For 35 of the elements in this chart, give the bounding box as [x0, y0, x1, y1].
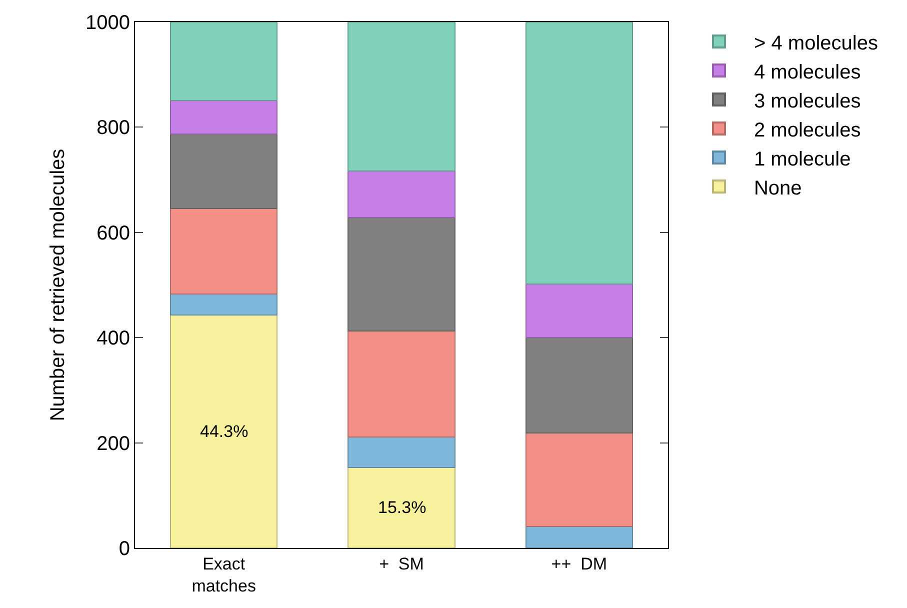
x-tick-label: ++ DM	[551, 554, 608, 574]
bar	[170, 293, 278, 316]
bar	[348, 170, 456, 218]
bar	[348, 330, 456, 438]
y-tick-label: 0	[118, 538, 130, 560]
legend-label: 2 molecules	[754, 119, 861, 142]
bar	[170, 134, 278, 210]
y-tick-label: 1000	[86, 12, 130, 34]
y-tick-label: 600	[96, 222, 130, 244]
legend-label: 1 molecule	[754, 148, 851, 170]
y-axis-title: Number of retrieved molecules	[47, 148, 69, 422]
legend-label: None	[754, 177, 802, 200]
x-tick-label: Exact matches	[192, 554, 256, 596]
bar	[525, 22, 633, 284]
bar	[525, 526, 633, 548]
y-tick-label: 400	[96, 328, 130, 350]
x-tick-label: + SM	[379, 554, 424, 574]
legend-label: 4 molecules	[754, 61, 861, 84]
bar	[525, 432, 633, 527]
y-tick-label: 800	[96, 117, 130, 140]
bar	[170, 100, 278, 135]
annotation: 15.3%	[378, 498, 426, 517]
y-tick-label: 200	[96, 432, 130, 455]
bar	[170, 22, 278, 101]
bar	[348, 22, 456, 172]
bar	[348, 467, 456, 548]
legend-label: > 4 molecules	[754, 32, 878, 54]
legend-label: 3 molecules	[754, 90, 861, 112]
annotation: 44.3%	[200, 422, 248, 441]
bar	[170, 314, 278, 548]
bar	[348, 217, 456, 332]
bar	[348, 436, 456, 468]
bar	[525, 337, 633, 434]
bar	[525, 283, 633, 338]
bar	[170, 208, 278, 294]
